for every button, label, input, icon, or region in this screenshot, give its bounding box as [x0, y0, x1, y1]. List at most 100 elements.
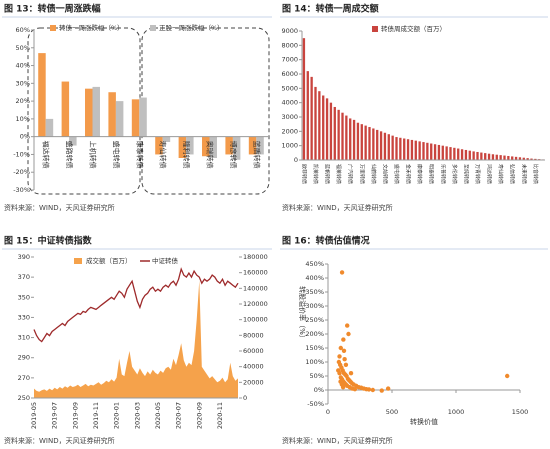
- bar: [202, 136, 210, 157]
- y-tick-label: 290: [18, 354, 30, 362]
- y-tick-label: 60000: [243, 347, 264, 355]
- bar: [364, 125, 367, 160]
- y-tick-label: 30%: [16, 79, 30, 87]
- y-tick-label: 7000: [281, 56, 298, 64]
- x-tick-label: 2020-01: [113, 402, 121, 429]
- y-tick-label: 50%: [16, 44, 30, 52]
- bar: [487, 153, 491, 160]
- bar: [131, 99, 140, 137]
- x-tick-label: 寿仙转债: [159, 141, 168, 169]
- x-tick-label: 2020-11: [216, 402, 224, 429]
- bar: [352, 119, 356, 160]
- bar: [356, 122, 360, 160]
- point: [338, 345, 343, 351]
- y-tick-label: 0%: [314, 386, 324, 394]
- bar: [530, 158, 533, 160]
- y-tick-label: -10%: [13, 150, 30, 158]
- x-tick-label: 万里转债: [358, 164, 365, 184]
- x-tick-label: 隆利转债: [182, 141, 191, 169]
- bar: [503, 155, 506, 160]
- legend-label: 成交额（百万）: [86, 256, 132, 265]
- bar: [472, 151, 475, 160]
- bar: [162, 136, 171, 142]
- bar: [518, 157, 522, 160]
- y-tick-label: 140000: [243, 284, 268, 292]
- y-tick-label: 310: [18, 334, 30, 342]
- bar: [426, 142, 429, 160]
- x-tick-label: 盛路转债: [65, 141, 74, 169]
- bar: [433, 144, 437, 160]
- bar: [491, 154, 495, 160]
- x-tick-label: 寿仙转债: [497, 164, 504, 184]
- point: [345, 323, 350, 328]
- point: [343, 362, 349, 367]
- bar: [484, 153, 487, 160]
- y-tick-label: 0: [294, 156, 298, 164]
- y-tick-label: 4000: [281, 99, 298, 107]
- legend-swatch: [50, 25, 56, 31]
- y-tick-label: 390: [18, 253, 30, 261]
- bar: [445, 146, 448, 160]
- x-tick-label: 多伦转债: [451, 164, 458, 184]
- bar: [314, 86, 317, 160]
- point: [352, 386, 358, 392]
- y-tick-label: 400%: [305, 274, 324, 282]
- x-tick-label: 2020-03: [133, 402, 141, 429]
- x-tick-label: 盛屯转债: [112, 141, 121, 169]
- bar: [441, 145, 444, 160]
- x-tick-label: 康泰转债: [135, 141, 144, 169]
- point: [337, 354, 342, 359]
- bar: [534, 158, 537, 160]
- x-tick-label: 仙鹤转债: [370, 164, 377, 184]
- point: [342, 357, 347, 362]
- bar: [178, 136, 187, 158]
- bar: [453, 147, 456, 160]
- bar: [368, 127, 371, 160]
- y-tick-label: 450%: [305, 260, 324, 268]
- bar: [449, 147, 452, 160]
- x-tick-label: 2019-07: [51, 402, 59, 429]
- x-tick-label: 2019-11: [92, 402, 100, 429]
- y-tick-label: 1000: [281, 142, 298, 150]
- panel-title: 图 13：转债一周涨跌幅: [4, 3, 101, 15]
- y-tick-label: 100000: [243, 316, 268, 324]
- x-tick-label: 康泰转债: [416, 164, 423, 184]
- bar: [155, 136, 163, 155]
- y-tick-label: -20%: [13, 168, 30, 176]
- y-tick-label: 60%: [16, 26, 30, 34]
- bar: [186, 136, 194, 155]
- bar: [333, 106, 336, 160]
- point: [348, 371, 354, 376]
- bar: [349, 118, 352, 160]
- y-tick-label: 2000: [281, 127, 298, 135]
- x-tick-label: 金禾转债: [405, 164, 412, 184]
- area: [34, 280, 238, 398]
- x-tick-label: 盛屯转债: [393, 164, 400, 184]
- bar: [406, 139, 410, 160]
- bar: [325, 98, 329, 160]
- y-tick-label: 5000: [281, 84, 298, 92]
- bar: [302, 38, 306, 160]
- bar: [115, 101, 124, 137]
- legend-swatch: [150, 25, 156, 31]
- point: [379, 388, 384, 393]
- x-tick-label: 福达转债: [42, 141, 51, 169]
- y-tick-label: 200%: [305, 330, 324, 338]
- bar: [499, 155, 502, 160]
- point: [339, 270, 345, 275]
- bar: [383, 132, 387, 160]
- y-tick-label: -30%: [13, 186, 30, 194]
- point: [366, 387, 372, 392]
- x-tick-label: 广汽转债: [347, 164, 354, 184]
- bar: [108, 92, 116, 137]
- bar: [387, 134, 390, 160]
- bar: [403, 138, 406, 160]
- panel-title: 图 15：中证转债指数: [4, 235, 93, 247]
- bar: [329, 102, 333, 160]
- point: [340, 385, 346, 390]
- bar: [410, 139, 414, 160]
- bar: [85, 88, 93, 137]
- point: [336, 368, 341, 373]
- legend-swatch: [74, 258, 82, 264]
